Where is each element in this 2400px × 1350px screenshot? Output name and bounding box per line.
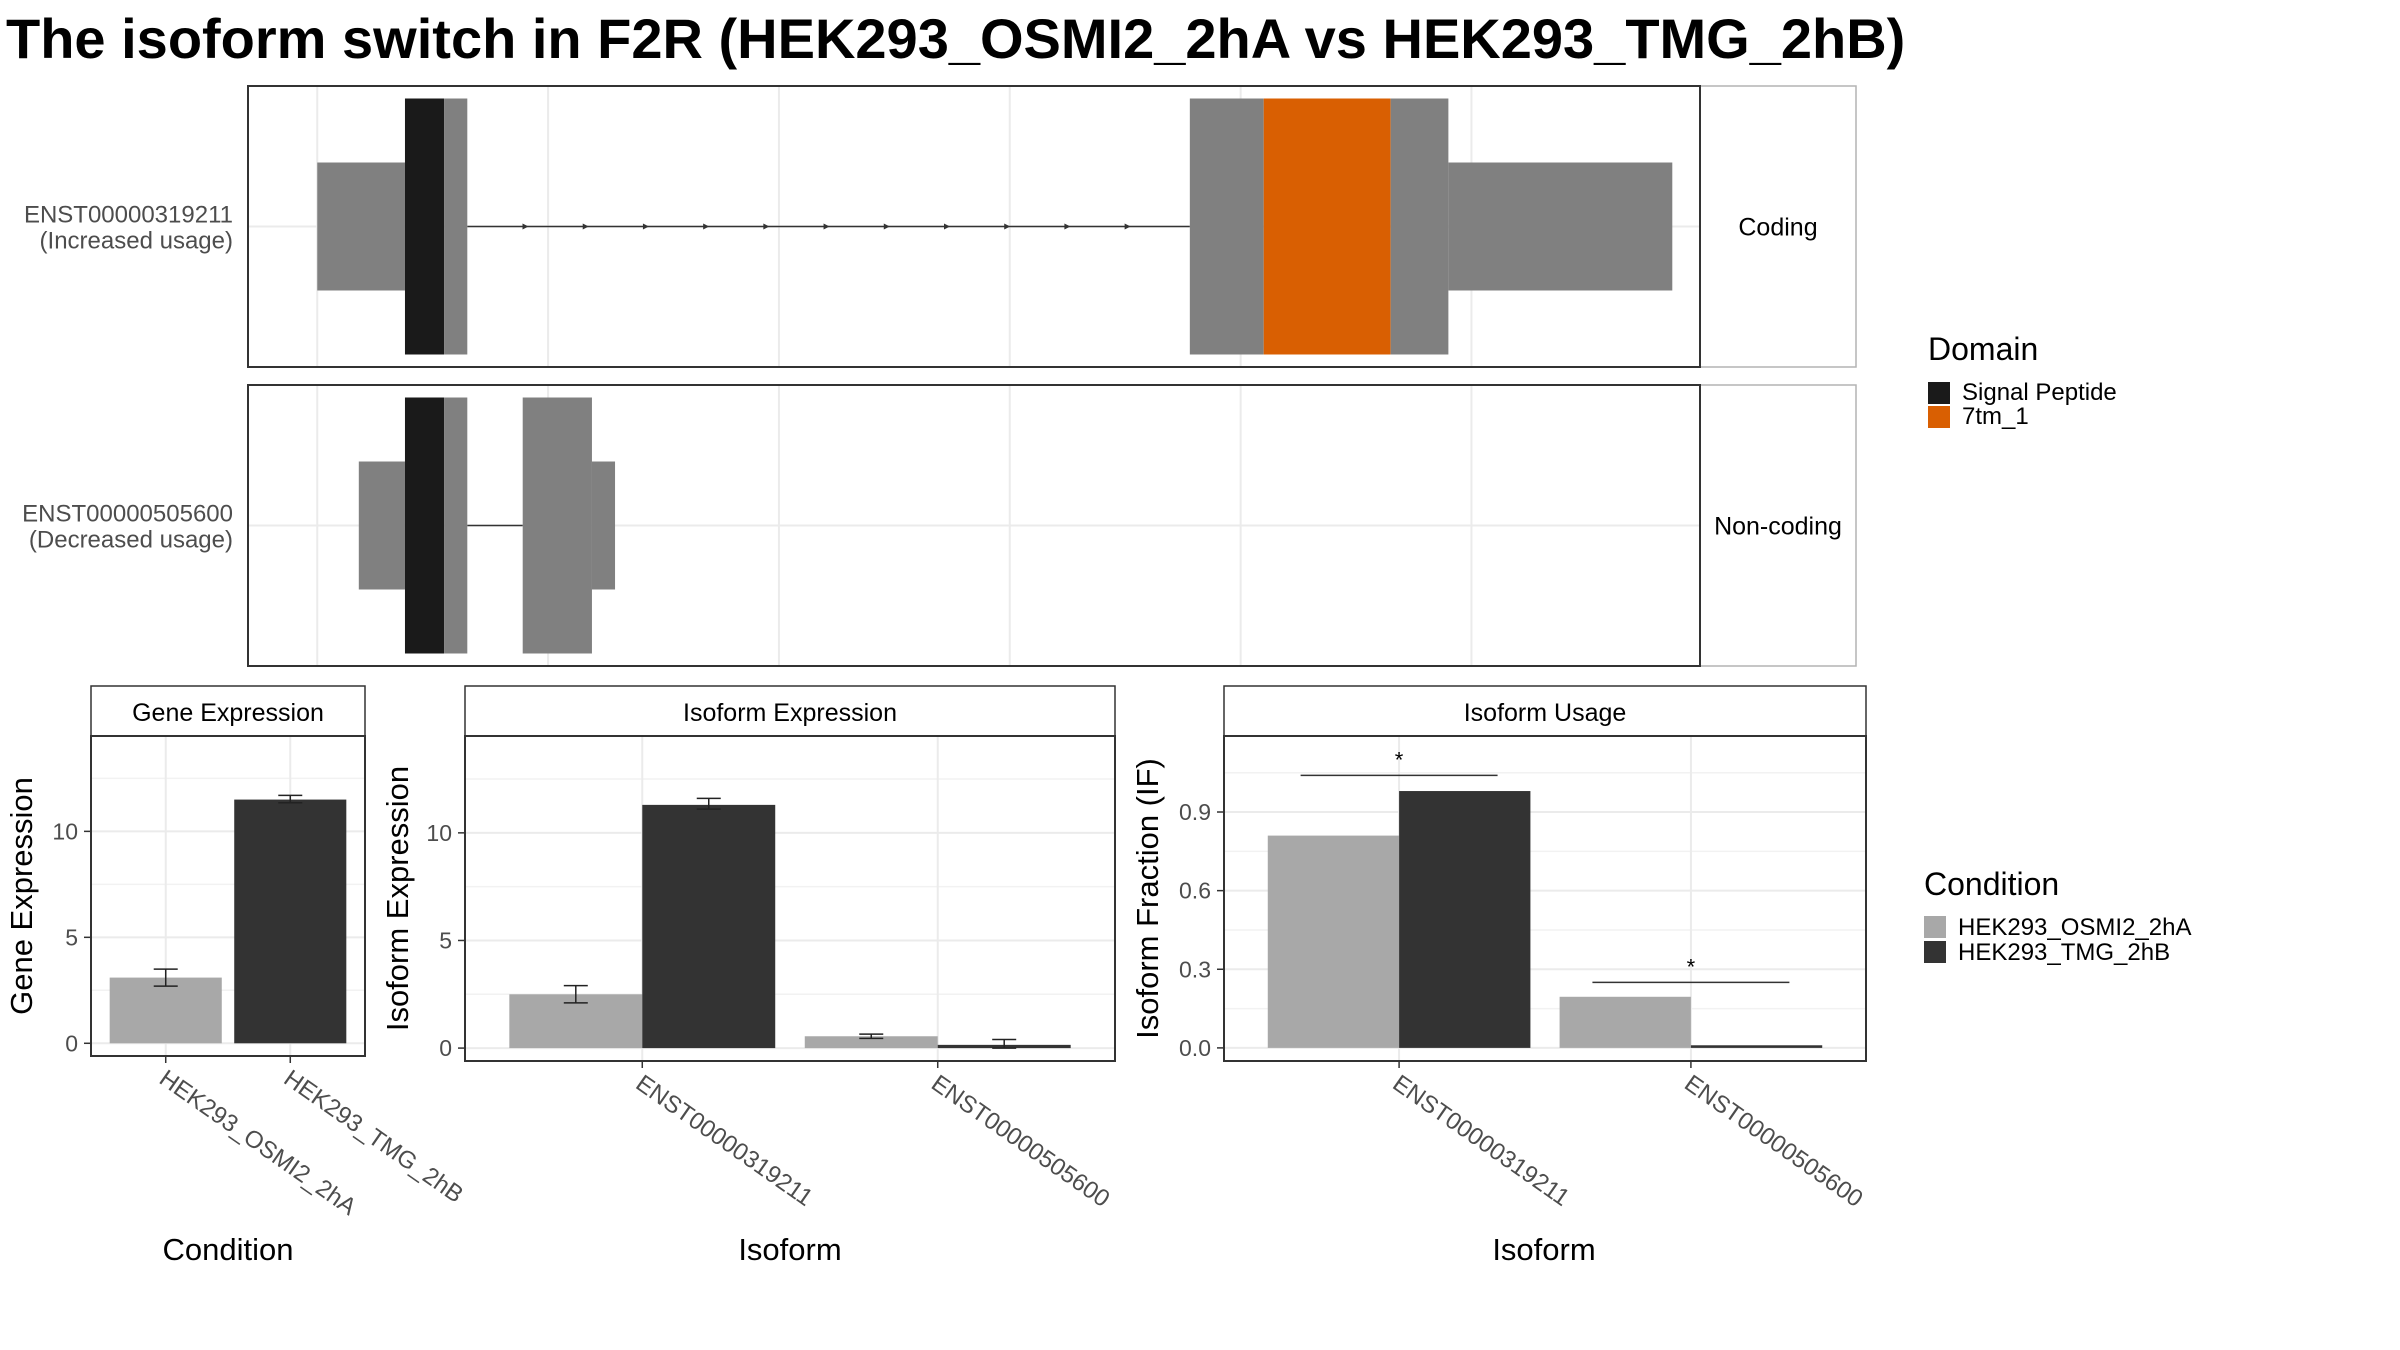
utr-exon — [358, 461, 405, 590]
strand-arrow — [703, 223, 710, 230]
significance-marker: * — [1687, 954, 1696, 979]
panel-border — [90, 735, 366, 1057]
legend-swatch-condition-b — [1924, 941, 1946, 963]
bar — [1690, 1045, 1823, 1048]
bar — [1399, 791, 1531, 1048]
chart-title: Isoform Usage — [1464, 699, 1627, 727]
x-tick-label: ENST00000505600 — [1679, 1070, 1867, 1213]
facet-strip — [1223, 685, 1867, 737]
bar — [1267, 835, 1400, 1048]
strand-arrow — [1004, 223, 1011, 230]
significance-marker: * — [1395, 747, 1404, 772]
y-axis-title: Isoform Fraction (IF) — [1130, 758, 1165, 1039]
x-axis-title: Condition — [163, 1232, 294, 1267]
panel-border — [247, 384, 1701, 667]
x-tick-label: ENST00000505600 — [926, 1070, 1114, 1213]
strand-arrow — [883, 223, 890, 230]
legend-label-condition-a: HEK293_OSMI2_2hA — [1958, 914, 2191, 941]
bar — [109, 977, 222, 1044]
domain-legend-title: Domain — [1928, 331, 2038, 367]
bar — [642, 804, 776, 1049]
x-tick-label: ENST00000319211 — [631, 1070, 818, 1212]
utr-exon — [591, 461, 616, 590]
coding-exon — [1189, 98, 1264, 355]
legend-swatch-condition-a — [1924, 916, 1946, 938]
coding-exon — [444, 397, 468, 654]
condition-legend-title: Condition — [1924, 866, 2059, 902]
chart-title: Gene Expression — [132, 699, 324, 727]
domain-domain-7tm-1 — [1263, 98, 1391, 355]
bar — [804, 1036, 938, 1049]
x-tick-label: HEK293_OSMI2_2hA — [154, 1065, 361, 1221]
y-tick-label: 5 — [439, 927, 452, 953]
coding-status-label: Non-coding — [1714, 513, 1842, 541]
y-tick-label: 0.0 — [1179, 1035, 1211, 1061]
strand-arrow — [943, 223, 950, 230]
transcript-id-label: ENST00000319211 — [24, 202, 233, 229]
strand-arrow — [582, 223, 589, 230]
x-axis-title: Isoform — [1492, 1232, 1595, 1267]
strand-arrow — [763, 223, 770, 230]
strand-arrow — [522, 223, 529, 230]
condition-legend: Condition HEK293_OSMI2_2hA HEK293_TMG_2h… — [1924, 866, 2191, 966]
figure-title: The isoform switch in F2R (HEK293_OSMI2_… — [6, 7, 1906, 70]
domain-legend: Domain Signal Peptide 7tm_1 — [1928, 331, 2117, 430]
y-axis-title: Isoform Expression — [380, 766, 415, 1031]
strand-arrow — [823, 223, 830, 230]
legend-swatch-signal-peptide — [1928, 382, 1950, 404]
strand-arrow — [1124, 223, 1131, 230]
y-tick-label: 5 — [65, 924, 78, 950]
bar — [1559, 996, 1691, 1048]
panel-border — [247, 85, 1701, 368]
y-tick-label: 0 — [439, 1035, 452, 1061]
x-axis-title: Isoform — [738, 1232, 841, 1267]
expression-chart-panels: Gene Expression0510HEK293_OSMI2_2hAHEK29… — [4, 685, 1868, 1267]
chart-title: Isoform Expression — [683, 699, 897, 727]
x-tick-label: ENST00000319211 — [1388, 1070, 1575, 1212]
y-tick-label: 0.9 — [1179, 799, 1211, 825]
transcript-structure-panels: Coding ENST00000319211(Increased usage) No… — [22, 85, 1857, 667]
utr-exon — [1448, 162, 1673, 291]
utr-exon — [317, 162, 405, 291]
strand-arrow — [1064, 223, 1071, 230]
domain-signal-peptide — [404, 397, 445, 654]
legend-label-7tm-1: 7tm_1 — [1962, 403, 2029, 430]
facet-strip — [1699, 85, 1857, 368]
facet-strip — [1699, 384, 1857, 667]
legend-label-signal-peptide: Signal Peptide — [1962, 379, 2117, 406]
y-tick-label: 0.3 — [1179, 956, 1211, 982]
facet-strip — [464, 685, 1116, 737]
coding-exon — [522, 397, 592, 654]
y-tick-label: 10 — [52, 818, 78, 844]
y-tick-label: 0 — [65, 1030, 78, 1056]
bar — [234, 799, 347, 1044]
y-tick-label: 10 — [426, 820, 452, 846]
coding-status-label: Coding — [1738, 214, 1817, 242]
panel-border — [464, 735, 1116, 1062]
strand-arrow — [642, 223, 649, 230]
coding-exon — [444, 98, 468, 355]
y-axis-title: Gene Expression — [4, 777, 39, 1015]
transcript-id-label: ENST00000505600 — [22, 501, 233, 528]
facet-strip — [90, 685, 366, 737]
legend-swatch-7tm-1 — [1928, 406, 1950, 428]
panel-border — [1223, 735, 1867, 1062]
transcript-usage-label: (Decreased usage) — [29, 527, 233, 554]
y-tick-label: 0.6 — [1179, 878, 1211, 904]
transcript-usage-label: (Increased usage) — [40, 228, 233, 255]
legend-label-condition-b: HEK293_TMG_2hB — [1958, 939, 2170, 966]
coding-exon — [1390, 98, 1449, 355]
domain-signal-peptide — [404, 98, 445, 355]
